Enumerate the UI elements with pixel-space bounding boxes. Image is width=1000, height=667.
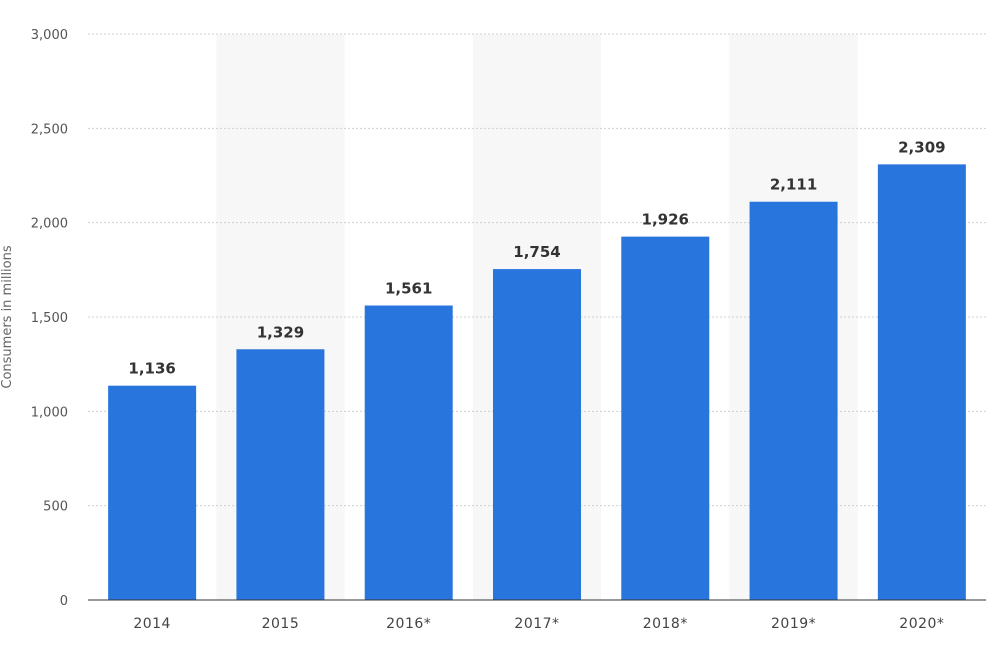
bar — [236, 349, 325, 600]
x-axis-labels: 2014 2015 2016* 2017* 2018* 2019* 2020* — [133, 616, 944, 632]
data-label: 2,111 — [770, 176, 817, 194]
data-label: 1,926 — [642, 211, 689, 229]
y-tick-label: 2,500 — [31, 122, 68, 137]
y-tick-label: 3,000 — [31, 28, 68, 43]
x-category-label: 2020* — [899, 616, 944, 632]
x-category-label: 2015 — [262, 616, 300, 632]
bar — [877, 164, 966, 601]
x-category-label: 2018* — [643, 616, 688, 632]
bar — [108, 385, 197, 600]
bar — [493, 269, 581, 600]
data-label: 1,329 — [257, 323, 304, 341]
y-axis-ticks: 0 500 1,000 1,500 2,000 2,500 3,000 — [31, 28, 68, 609]
y-tick-label: 1,000 — [31, 405, 68, 420]
data-label: 2,309 — [898, 138, 945, 156]
bars — [108, 164, 966, 601]
y-tick-label: 500 — [43, 500, 68, 515]
y-tick-label: 2,000 — [31, 217, 68, 232]
y-tick-label: 0 — [60, 594, 68, 609]
y-axis-title: Consumers in millions — [0, 245, 15, 388]
data-label: 1,136 — [128, 360, 175, 378]
bar — [749, 201, 838, 600]
x-category-label: 2017* — [514, 616, 559, 632]
bar — [621, 236, 710, 601]
data-label: 1,754 — [513, 243, 560, 261]
y-tick-label: 1,500 — [31, 311, 68, 326]
data-labels: 1,136 1,329 1,561 1,754 1,926 2,111 2,309 — [128, 138, 945, 377]
bar — [364, 305, 453, 600]
x-category-label: 2014 — [133, 616, 171, 632]
x-category-label: 2019* — [771, 616, 816, 632]
data-label: 1,561 — [385, 279, 432, 297]
x-category-label: 2016* — [386, 616, 431, 632]
